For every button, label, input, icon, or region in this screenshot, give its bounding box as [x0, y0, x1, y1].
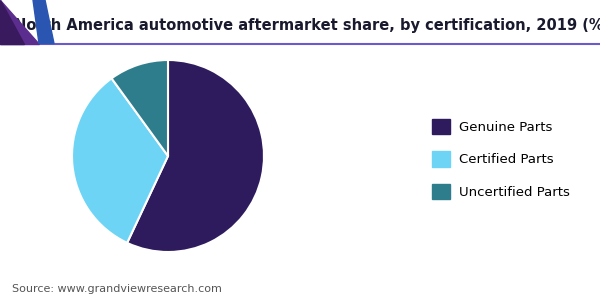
Text: Source: www.grandviewresearch.com: Source: www.grandviewresearch.com — [12, 284, 222, 294]
Wedge shape — [127, 60, 264, 252]
Wedge shape — [112, 60, 168, 156]
Text: North America automotive aftermarket share, by certification, 2019 (%): North America automotive aftermarket sha… — [14, 18, 600, 33]
Wedge shape — [72, 78, 168, 243]
Legend: Genuine Parts, Certified Parts, Uncertified Parts: Genuine Parts, Certified Parts, Uncertif… — [426, 114, 575, 204]
